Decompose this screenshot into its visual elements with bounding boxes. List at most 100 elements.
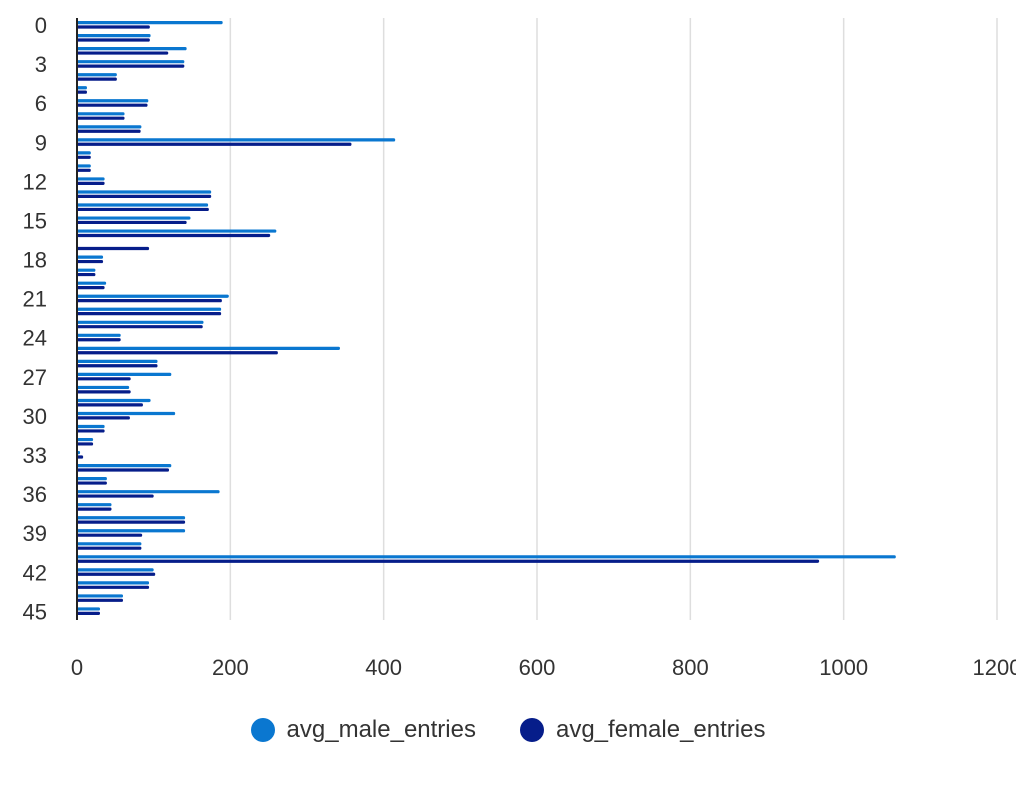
bar-male-20 <box>77 281 107 285</box>
bar-female-4 <box>77 77 117 81</box>
legend-marker-male <box>250 718 275 742</box>
bar-male-43 <box>77 581 150 585</box>
bar-chart: 0 200 400 600 800 1000 12000369121518212427303… <box>23 13 1016 680</box>
bar-female-34 <box>77 468 169 472</box>
bar-male-5 <box>77 86 87 90</box>
bar-female-13 <box>77 194 212 198</box>
y-tick-label: 42 <box>23 560 47 585</box>
y-tick-label: 3 <box>35 52 47 77</box>
bar-female-41 <box>77 559 820 563</box>
bar-male-34 <box>77 464 172 468</box>
bar-male-25 <box>77 346 340 350</box>
bar-female-44 <box>77 598 123 602</box>
bar-female-21 <box>77 299 222 303</box>
bar-female-20 <box>77 286 105 290</box>
bar-male-2 <box>77 47 187 51</box>
bar-male-26 <box>77 359 158 363</box>
legend-marker-female <box>519 718 544 742</box>
bar-male-40 <box>77 542 142 546</box>
y-tick-label: 12 <box>23 169 47 194</box>
x-tick-label: 200 <box>212 655 249 680</box>
bar-male-39 <box>77 529 186 533</box>
bar-female-35 <box>77 481 107 485</box>
bar-male-3 <box>77 60 185 64</box>
x-tick-label: 0 <box>71 655 83 680</box>
bar-female-14 <box>77 207 209 212</box>
bar-female-16 <box>77 233 271 238</box>
x-tick-label: 1200 <box>973 655 1016 680</box>
bar-female-32 <box>77 442 94 446</box>
legend-label-male: avg_male_entries <box>286 716 476 743</box>
bar-male-19 <box>77 268 96 272</box>
y-tick-label: 30 <box>23 404 47 429</box>
bar-female-9 <box>77 142 352 146</box>
bar-male-10 <box>77 151 91 155</box>
bar-female-25 <box>77 351 278 355</box>
bar-female-23 <box>77 325 203 329</box>
legend-label-female: avg_female_entries <box>555 716 766 743</box>
bar-male-36 <box>77 490 220 494</box>
bar-female-17 <box>77 246 150 251</box>
bar-female-36 <box>77 494 154 498</box>
bar-female-39 <box>77 533 143 537</box>
y-tick-label: 9 <box>35 130 47 155</box>
bar-male-42 <box>77 568 154 572</box>
bar-female-12 <box>77 181 105 185</box>
bar-male-7 <box>77 112 125 116</box>
bar-male-12 <box>77 177 105 181</box>
bar-female-29 <box>77 403 143 407</box>
bar-male-22 <box>77 307 222 311</box>
bar-female-5 <box>77 90 87 94</box>
bar-female-19 <box>77 272 96 277</box>
bar-male-9 <box>77 138 396 142</box>
y-tick-label: 45 <box>23 599 47 624</box>
bar-male-11 <box>77 164 91 168</box>
y-tick-label: 0 <box>35 13 47 38</box>
bar-female-22 <box>77 312 222 316</box>
y-tick-label: 18 <box>23 248 47 273</box>
bar-male-24 <box>77 333 121 337</box>
bar-male-6 <box>77 99 149 103</box>
bar-male-38 <box>77 516 186 520</box>
bar-male-1 <box>77 34 151 38</box>
bar-male-15 <box>77 216 191 220</box>
bar-male-8 <box>77 125 142 129</box>
bar-male-4 <box>77 73 117 77</box>
bar-female-11 <box>77 168 91 172</box>
legend-item-male[interactable]: avg_male_entries <box>250 716 476 744</box>
bar-male-44 <box>77 594 123 598</box>
bar-male-23 <box>77 320 204 324</box>
bar-female-10 <box>77 155 91 159</box>
bars <box>77 21 896 615</box>
y-tick-label: 27 <box>23 365 47 390</box>
bar-female-28 <box>77 390 131 394</box>
x-tick-label: 800 <box>672 655 709 680</box>
bar-male-27 <box>77 372 172 377</box>
bar-female-0 <box>77 25 150 29</box>
bar-male-37 <box>77 503 112 507</box>
bar-female-30 <box>77 416 130 420</box>
bar-male-45 <box>77 607 100 611</box>
legend-item-female[interactable]: avg_female_entries <box>519 716 766 744</box>
bar-female-31 <box>77 429 105 433</box>
bar-female-33 <box>77 455 84 459</box>
bar-female-3 <box>77 64 185 68</box>
x-tick-label: 1000 <box>819 655 868 680</box>
bar-female-26 <box>77 364 158 368</box>
bar-female-6 <box>77 103 148 107</box>
chart-legend: avg_male_entries avg_female_entries <box>0 716 1016 744</box>
tick-labels: 0 200 400 600 800 1000 12000369121518212427303… <box>23 13 1016 680</box>
y-tick-label: 24 <box>23 326 47 351</box>
bar-male-35 <box>77 477 107 481</box>
bar-female-1 <box>77 38 150 42</box>
bar-male-18 <box>77 255 104 259</box>
bar-female-15 <box>77 220 187 225</box>
bar-female-42 <box>77 572 156 576</box>
bar-male-31 <box>77 424 105 429</box>
y-tick-label: 39 <box>23 521 47 546</box>
bar-male-0 <box>77 21 223 25</box>
bar-female-7 <box>77 116 125 120</box>
bar-female-24 <box>77 338 121 342</box>
bar-male-14 <box>77 203 209 207</box>
